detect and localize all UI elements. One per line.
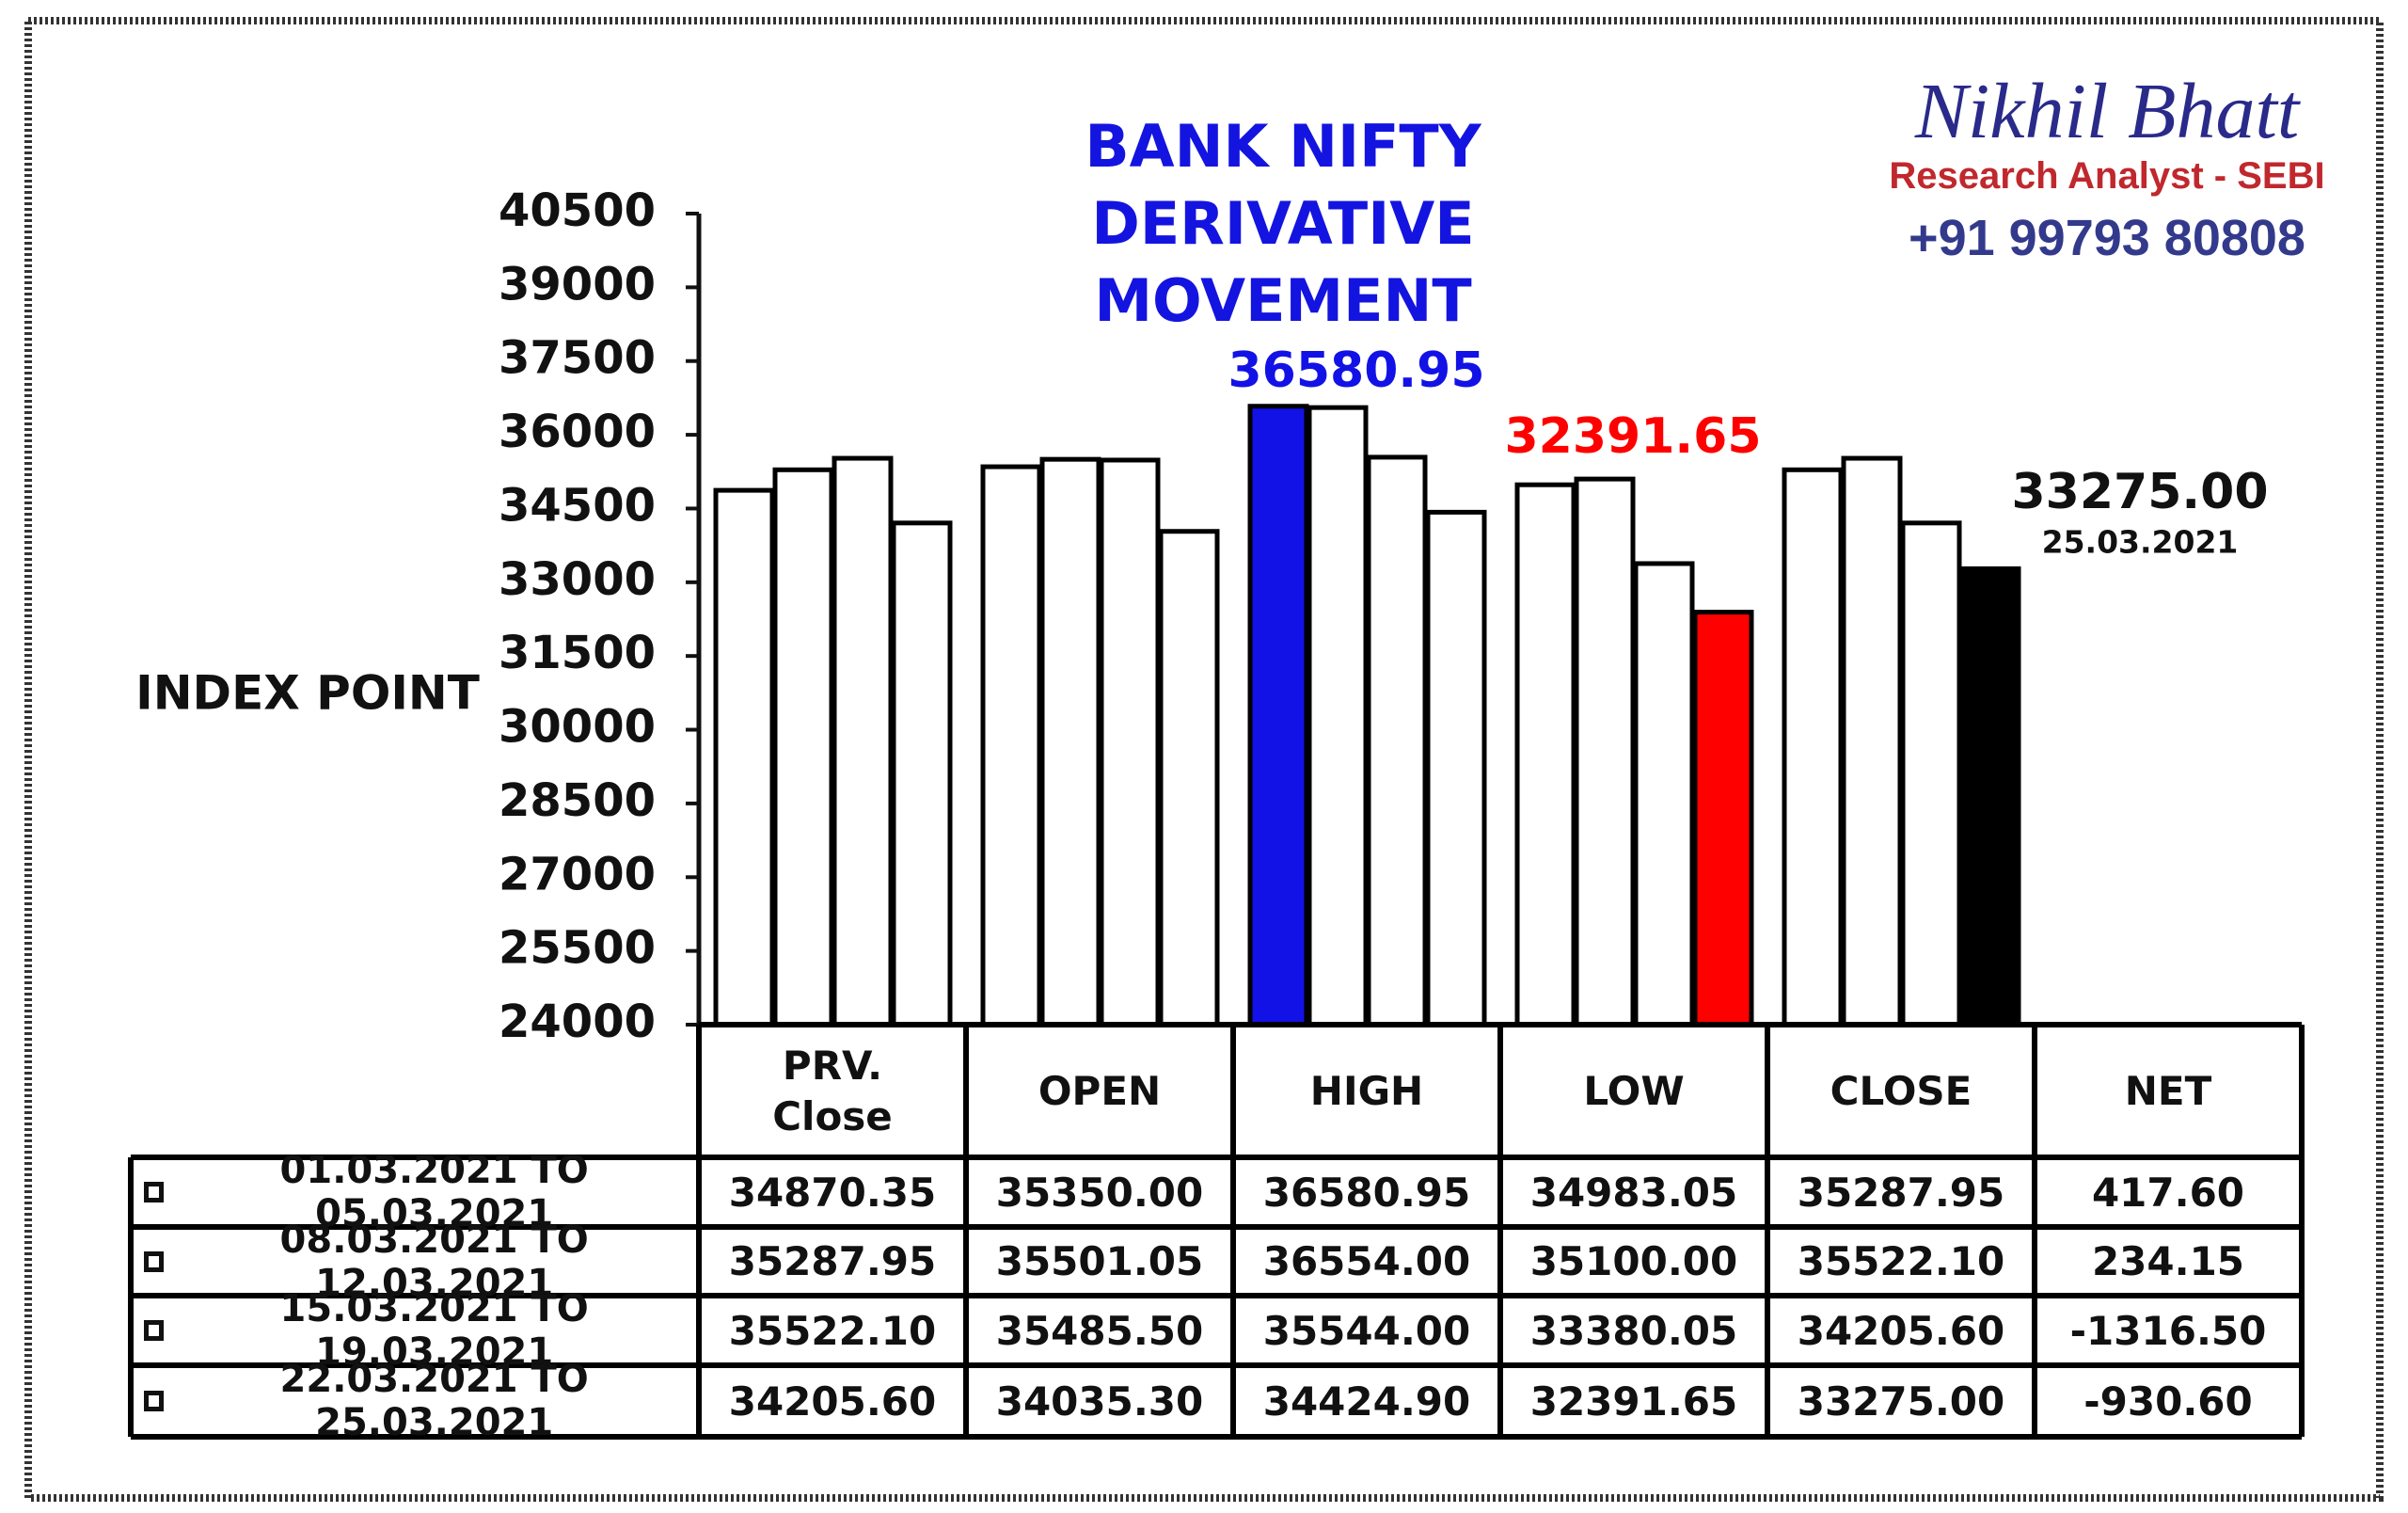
brand-role: Research Analyst - SEBI: [1889, 155, 2325, 197]
table-value: 35287.95: [728, 1238, 937, 1284]
bar: [1514, 482, 1576, 1027]
table-value: 35287.95: [1797, 1169, 2005, 1216]
chart-title: BANK NIFTY DERIVATIVE MOVEMENT: [1085, 112, 1481, 335]
bar: [980, 464, 1042, 1027]
table-header: OPEN: [1038, 1067, 1162, 1114]
y-tick-label: 37500: [499, 332, 656, 385]
table-value: 34424.90: [1262, 1378, 1471, 1425]
table-value: 35100.00: [1529, 1238, 1738, 1284]
frame: [24, 17, 2384, 1502]
bar: [891, 520, 953, 1027]
table-value: 34205.60: [728, 1378, 937, 1425]
table-net: -930.60: [2083, 1378, 2253, 1425]
row-label: 01.03.2021 TO 05.03.2021: [131, 1149, 699, 1235]
y-tick-label: 40500: [499, 184, 656, 237]
row-label: 15.03.2021 TO 19.03.2021: [131, 1287, 699, 1374]
table-value: 35522.10: [728, 1307, 937, 1354]
brand-phone: +91 99793 80808: [1909, 210, 2305, 266]
y-axis-label: INDEX POINT: [135, 666, 480, 721]
bar: [1158, 529, 1220, 1027]
table-value: 33380.05: [1529, 1307, 1738, 1354]
table-header: PRV. Close: [772, 1042, 893, 1139]
y-tick-label: 34500: [499, 479, 656, 532]
table-value: 34870.35: [728, 1169, 937, 1216]
table-net: 234.15: [2091, 1238, 2245, 1284]
bar: [1841, 455, 1903, 1027]
bar: [1900, 520, 1962, 1027]
y-tick-label: 31500: [499, 627, 656, 679]
bar: [832, 455, 894, 1027]
table-value: 32391.65: [1529, 1378, 1738, 1425]
legend-marker: [144, 1320, 165, 1341]
table-value: 34035.30: [995, 1378, 1204, 1425]
annotation: 25.03.2021: [2042, 524, 2239, 561]
y-tick-label: 27000: [499, 848, 656, 900]
legend-label: 15.03.2021 TO 19.03.2021: [279, 1287, 589, 1374]
legend-marker: [144, 1391, 165, 1411]
table-header: NET: [2124, 1067, 2212, 1114]
legend-label: 08.03.2021 TO 12.03.2021: [279, 1218, 589, 1305]
annotation: 33275.00: [2011, 464, 2268, 520]
table-value: 35350.00: [995, 1169, 1204, 1216]
y-tick-label: 30000: [499, 701, 656, 754]
table-value: 35501.05: [995, 1238, 1204, 1284]
bar: [1633, 561, 1695, 1027]
legend-label: 01.03.2021 TO 05.03.2021: [279, 1149, 589, 1235]
row-label: 08.03.2021 TO 12.03.2021: [131, 1218, 699, 1305]
bar: [1959, 565, 2021, 1027]
table-value: 34205.60: [1797, 1307, 2005, 1354]
table-header: CLOSE: [1830, 1067, 1972, 1114]
bar: [713, 487, 775, 1027]
bar: [1039, 456, 1101, 1027]
annotation: 32391.65: [1504, 408, 1761, 465]
brand-name: Nikhil Bhatt: [1914, 68, 2300, 155]
table-value: 36580.95: [1262, 1169, 1471, 1216]
bar: [1574, 476, 1636, 1027]
y-tick-label: 28500: [499, 774, 656, 827]
y-tick-label: 33000: [499, 553, 656, 606]
table-value: 35522.10: [1797, 1238, 2005, 1284]
table-value: 34983.05: [1529, 1169, 1738, 1216]
table-header: HIGH: [1309, 1067, 1424, 1114]
table-value: 36554.00: [1262, 1238, 1471, 1284]
bar: [1366, 454, 1428, 1027]
y-tick-label: 36000: [499, 406, 656, 458]
table-net: -1316.50: [2069, 1307, 2267, 1354]
annotation: 36580.95: [1228, 342, 1484, 399]
bar: [1099, 457, 1161, 1027]
bar: [1782, 467, 1844, 1027]
y-tick-label: 39000: [499, 258, 656, 311]
table-value: 35485.50: [995, 1307, 1204, 1354]
bar: [1247, 404, 1309, 1027]
table-header: LOW: [1583, 1067, 1685, 1114]
legend-marker: [144, 1182, 165, 1202]
y-tick-label: 24000: [499, 995, 656, 1048]
table-net: 417.60: [2091, 1169, 2245, 1216]
bar: [772, 467, 834, 1027]
legend-label: 22.03.2021 TO 25.03.2021: [279, 1358, 589, 1444]
bar: [1307, 405, 1369, 1027]
y-tick-label: 25500: [499, 922, 656, 975]
legend-marker: [144, 1250, 165, 1272]
table-value: 33275.00: [1797, 1378, 2005, 1425]
bar: [1692, 610, 1754, 1027]
table-value: 35544.00: [1262, 1307, 1471, 1354]
bar: [1425, 509, 1487, 1027]
row-label: 22.03.2021 TO 25.03.2021: [131, 1358, 699, 1444]
